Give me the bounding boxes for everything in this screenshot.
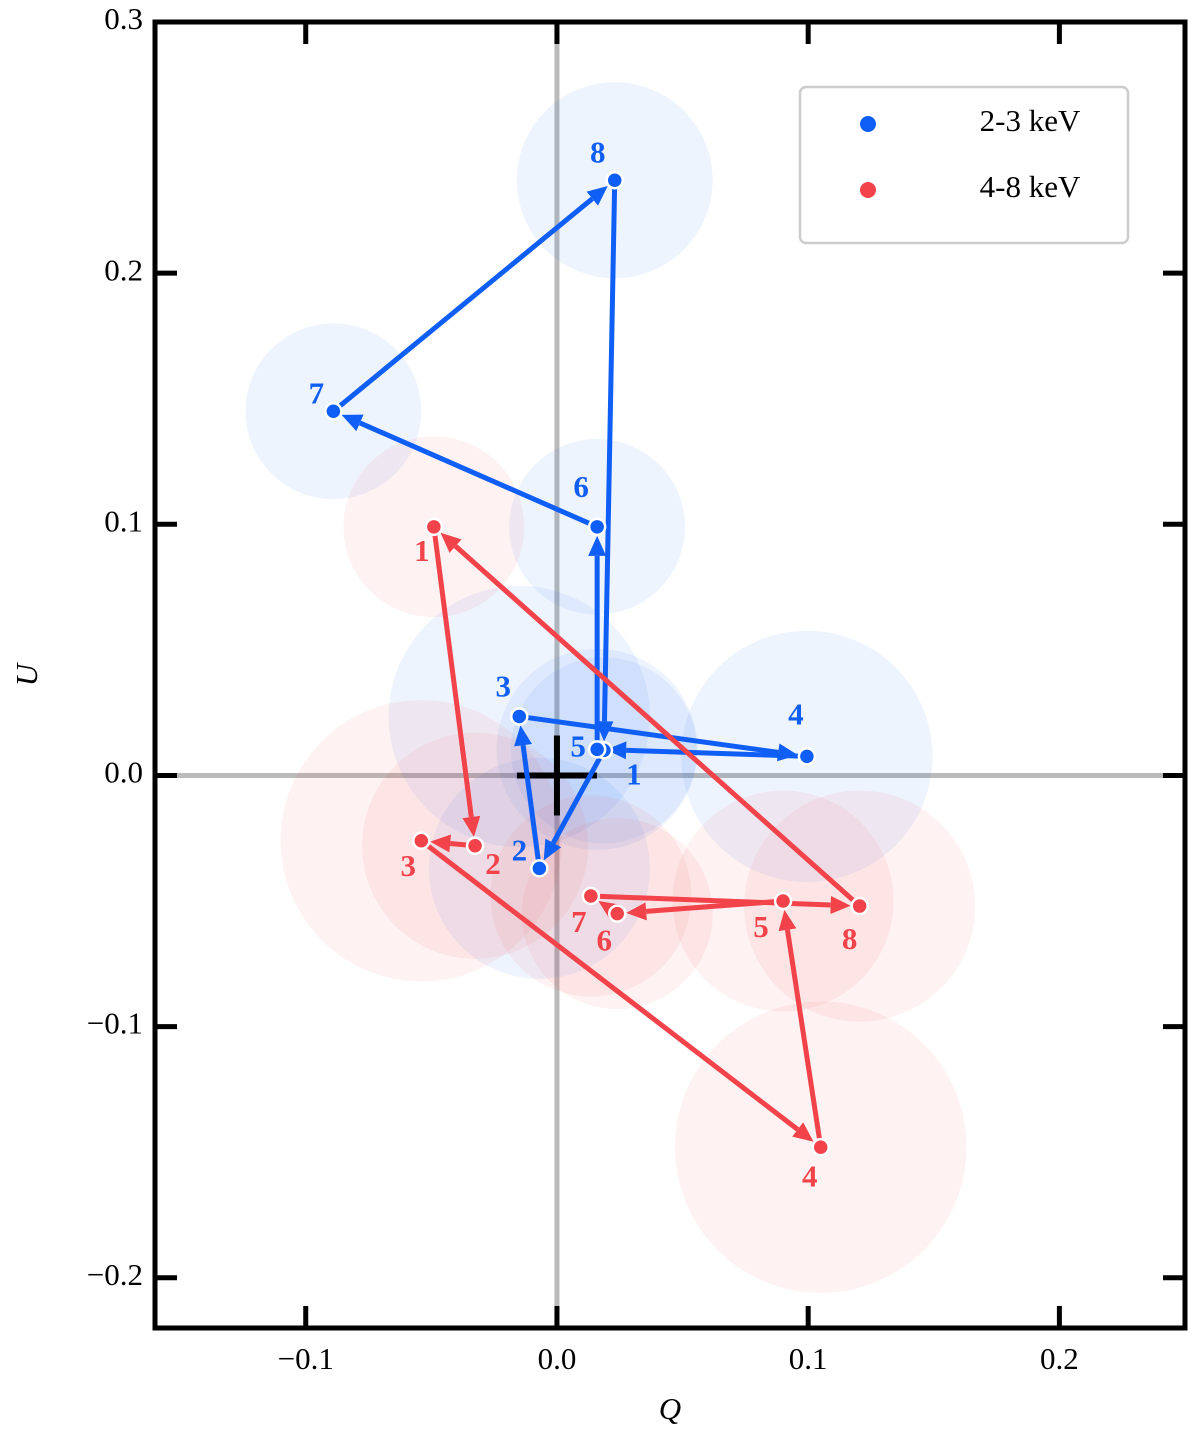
y-tick-label: −0.1 [87,1006,143,1041]
point-label: 1 [414,533,430,568]
point [811,1137,830,1157]
arrow-head [588,535,607,556]
x-tick-label: −0.1 [278,1341,334,1376]
y-tick-label: 0.1 [104,503,143,538]
y-tick-label: 0.0 [104,755,143,790]
arrow-shaft [784,929,824,1148]
arrow [595,180,618,742]
arrow-shaft [551,749,607,845]
arrow [543,749,607,861]
arrow [419,838,814,1142]
arrow-head [430,834,452,853]
point-label: 5 [570,728,586,763]
arrow [341,414,599,530]
arrow [606,741,807,760]
arrow [588,535,607,750]
arrow-shaft [601,180,618,722]
y-tick-label: 0.3 [104,1,143,36]
arrow [331,185,608,414]
point [412,831,431,851]
point-label: 5 [753,909,769,944]
plot-frame [152,19,1188,1331]
point [581,886,601,906]
point-label: 4 [788,696,804,731]
arrow-head [586,185,608,206]
point-label: 6 [596,923,612,958]
legend-box [798,85,1130,245]
x-tick-label: 0.0 [538,1341,577,1376]
point-label: 6 [573,469,589,504]
point-label: 3 [401,848,417,883]
arrow-head [778,909,797,932]
arrow-head [514,725,532,747]
point-label: 2 [512,832,528,867]
legend-marker [860,116,876,132]
point-label: 2 [485,846,501,881]
legend-label: 2-3 keV [980,103,1081,138]
point [587,517,607,537]
arrow-shaft [431,526,474,818]
point-label: 7 [309,375,325,410]
arrow-head [341,414,364,432]
arrow [778,909,824,1148]
point-label: 3 [496,669,512,704]
y-tick-label: 0.2 [104,252,143,287]
arrow-head [462,815,481,837]
x-axis-label: Q [659,1391,681,1426]
point [465,836,485,856]
point [530,859,549,878]
point [510,707,529,726]
x-tick-label: 0.1 [789,1341,828,1376]
arrow-head [626,902,647,921]
arrow-shaft [419,838,800,1132]
point-label: 8 [590,134,606,169]
legend-marker [860,182,876,198]
arrow-shaft [518,713,779,755]
y-axis-label: U [9,661,44,686]
arrow [440,532,862,908]
point [607,904,627,923]
arrow-head [792,1122,814,1142]
point-label: 1 [626,756,642,791]
arrow-head [595,721,614,742]
arrow-head [830,895,851,914]
point [324,402,343,421]
arrow-shaft [626,747,807,759]
x-tick-label: 0.2 [1040,1341,1079,1376]
y-tick-label: −0.2 [87,1257,143,1292]
arrow-head [606,741,627,760]
point [587,740,607,759]
arrow [431,526,481,837]
legend-label: 4-8 keV [980,169,1081,204]
arrow [514,725,542,869]
arrow-head [543,838,562,861]
point [773,891,793,911]
point [797,747,817,766]
point-label: 4 [802,1158,818,1193]
arrow-shaft [331,196,594,414]
arrow-shaft [358,420,599,530]
arrow-head [440,532,462,553]
arrow-shaft [520,744,542,869]
arrow-shaft [453,544,862,908]
point-label: 7 [571,904,587,939]
point-label: 8 [842,921,858,956]
point [605,170,624,190]
point [850,896,869,916]
point [424,517,444,537]
